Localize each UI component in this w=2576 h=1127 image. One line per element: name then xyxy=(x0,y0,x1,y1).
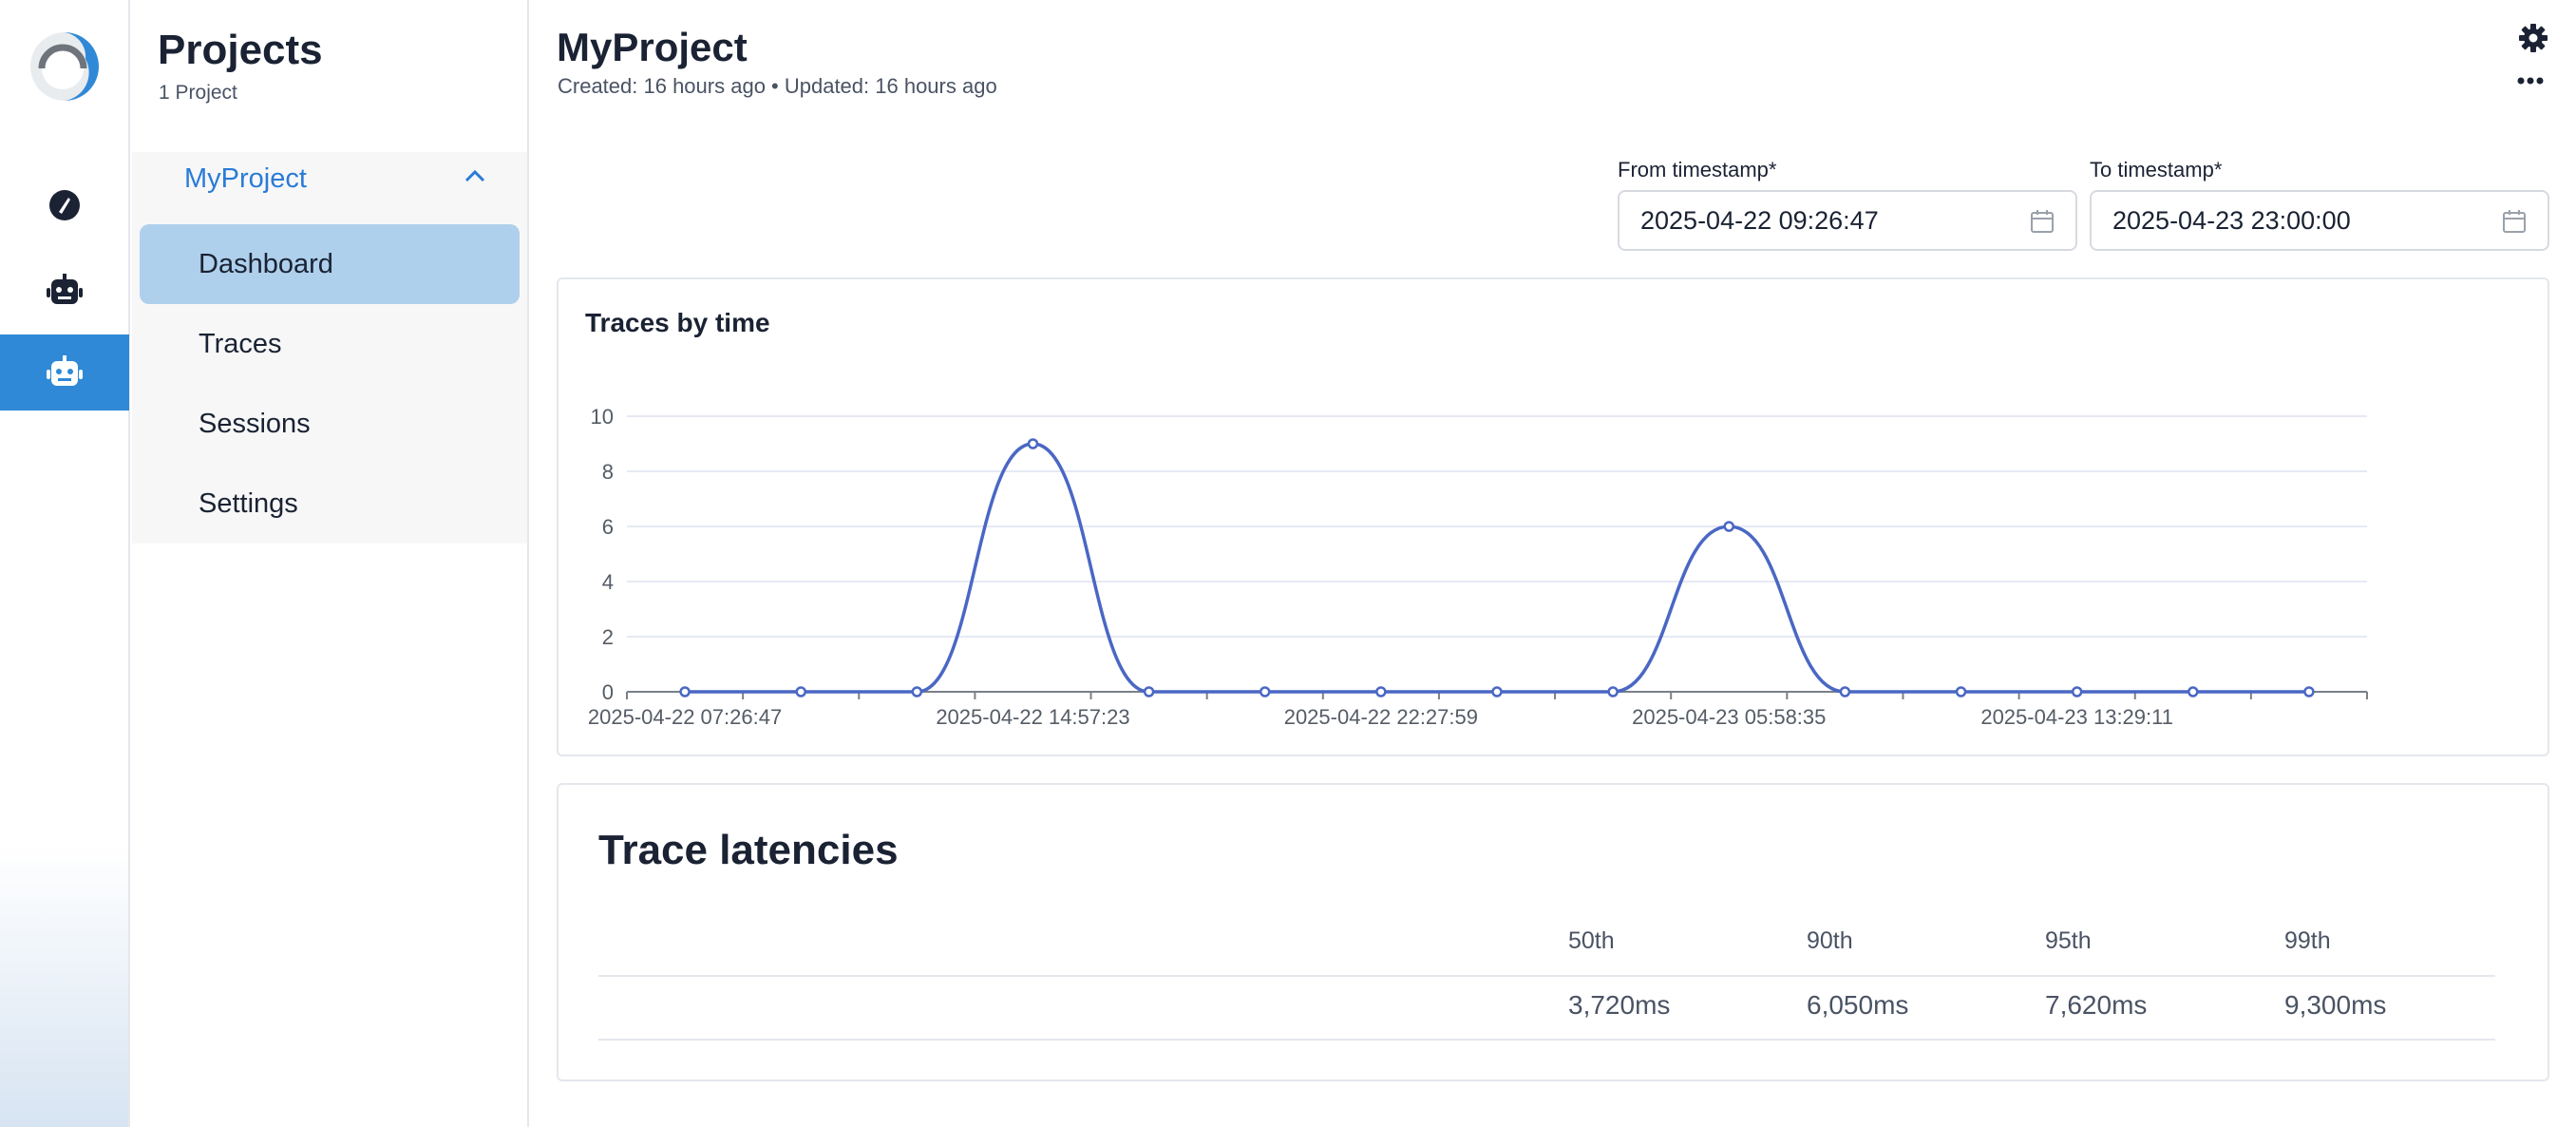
project-link[interactable]: MyProject xyxy=(184,163,307,194)
calendar-icon[interactable] xyxy=(2502,209,2527,240)
data-point xyxy=(1491,686,1503,697)
from-timestamp-label: From timestamp* xyxy=(1618,158,1777,181)
series-line xyxy=(685,442,2309,694)
data-point xyxy=(795,686,806,697)
y-tick-label: 8 xyxy=(602,460,614,484)
data-point xyxy=(679,686,691,697)
to-timestamp-label: To timestamp* xyxy=(2090,158,2223,181)
latency-value-99th: 9,300ms xyxy=(2284,990,2387,1020)
more-options-icon[interactable] xyxy=(2516,74,2545,91)
sidebar-item-traces[interactable]: Traces xyxy=(199,328,282,359)
latency-col-50th: 50th xyxy=(1568,927,1615,954)
traces-chart-card: Traces by time 0 2 4 6 8 10 2025-04-22 07:26:4… xyxy=(557,277,2549,756)
rail-projects-button[interactable] xyxy=(0,334,129,411)
chart-title: Traces by time xyxy=(585,308,770,337)
data-point xyxy=(1723,521,1735,532)
gear-icon[interactable] xyxy=(2518,23,2548,58)
sidebar-title: Projects xyxy=(158,27,323,73)
latency-value-50th: 3,720ms xyxy=(1568,990,1671,1020)
data-point xyxy=(1839,686,1851,697)
y-tick-label: 10 xyxy=(591,405,614,429)
data-point xyxy=(1955,686,1967,697)
sidebar-subtitle: 1 Project xyxy=(159,82,237,104)
data-point xyxy=(1607,686,1619,697)
projects-sidebar: Projects 1 Project MyProject Dashboard T… xyxy=(132,0,529,1127)
from-timestamp-field[interactable]: 2025-04-22 09:26:47 xyxy=(1618,190,2077,251)
calendar-icon[interactable] xyxy=(2030,209,2055,240)
table-divider xyxy=(598,1039,2495,1041)
data-point xyxy=(2071,686,2083,697)
latencies-title: Trace latencies xyxy=(598,827,899,873)
sidebar-item-dashboard[interactable]: Dashboard xyxy=(140,224,520,304)
rail-dashboard-button[interactable] xyxy=(0,167,129,243)
app-logo[interactable] xyxy=(28,30,101,103)
project-nav-group xyxy=(132,152,527,544)
x-tick-label: 2025-04-22 07:26:47 xyxy=(588,705,782,729)
latency-value-95th: 7,620ms xyxy=(2045,990,2148,1020)
from-timestamp-value: 2025-04-22 09:26:47 xyxy=(1640,205,1879,235)
data-point xyxy=(1143,686,1155,697)
data-point xyxy=(2303,686,2315,697)
chevron-up-icon[interactable] xyxy=(464,169,485,187)
y-tick-label: 6 xyxy=(602,515,614,539)
data-point xyxy=(1027,438,1039,449)
x-tick-label: 2025-04-22 14:57:23 xyxy=(936,705,1129,729)
robot-icon xyxy=(47,274,83,304)
data-point xyxy=(911,686,923,697)
trace-latencies-card: Trace latencies 50th 90th 95th 99th 3,72… xyxy=(557,783,2549,1081)
latency-col-90th: 90th xyxy=(1807,927,1853,954)
sidebar-item-settings[interactable]: Settings xyxy=(199,487,298,519)
traces-line-chart: 0 2 4 6 8 10 2025-04-22 07:26:47 2025-04-22 14:… xyxy=(588,405,2368,729)
latency-value-90th: 6,050ms xyxy=(1807,990,1909,1020)
latency-col-95th: 95th xyxy=(2045,927,2092,954)
page-title: MyProject xyxy=(557,25,748,69)
to-timestamp-field[interactable]: 2025-04-23 23:00:00 xyxy=(2090,190,2549,251)
table-divider xyxy=(598,975,2495,977)
rail-agents-button[interactable] xyxy=(0,253,129,329)
y-tick-label: 2 xyxy=(602,625,614,649)
icon-rail xyxy=(0,0,130,1127)
latency-col-99th: 99th xyxy=(2284,927,2331,954)
robot-icon xyxy=(47,355,83,386)
x-tick-label: 2025-04-22 22:27:59 xyxy=(1284,705,1478,729)
data-point xyxy=(1259,686,1271,697)
gauge-icon xyxy=(49,190,80,220)
x-tick-label: 2025-04-23 13:29:11 xyxy=(1980,705,2173,729)
main-content: MyProject Created: 16 hours ago • Update… xyxy=(531,0,2576,1127)
page-meta: Created: 16 hours ago • Updated: 16 hour… xyxy=(558,74,997,98)
y-tick-label: 0 xyxy=(602,680,614,704)
sidebar-item-sessions[interactable]: Sessions xyxy=(199,408,311,439)
data-point xyxy=(1375,686,1387,697)
x-tick-label: 2025-04-23 05:58:35 xyxy=(1632,705,1826,729)
to-timestamp-value: 2025-04-23 23:00:00 xyxy=(2112,205,2351,235)
data-point xyxy=(2188,686,2199,697)
y-tick-label: 4 xyxy=(602,570,614,594)
